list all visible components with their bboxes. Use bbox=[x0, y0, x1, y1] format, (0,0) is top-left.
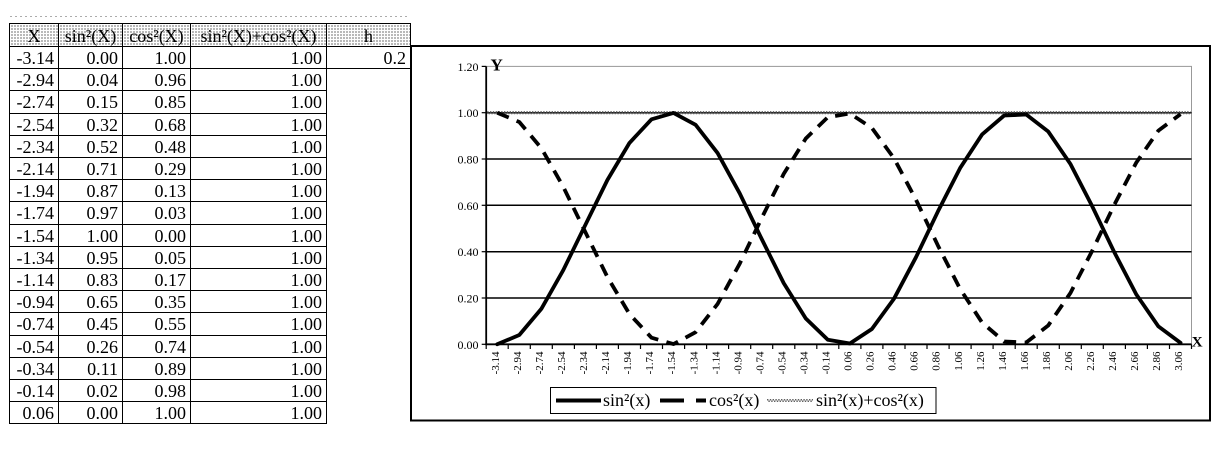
svg-text:-2.14: -2.14 bbox=[600, 351, 612, 374]
svg-text:Y: Y bbox=[491, 56, 503, 75]
svg-text:2.86: 2.86 bbox=[1151, 351, 1163, 371]
svg-text:1.20: 1.20 bbox=[458, 60, 479, 74]
svg-text:-2.94: -2.94 bbox=[512, 351, 524, 374]
svg-text:1.06: 1.06 bbox=[953, 351, 965, 371]
svg-text:1.86: 1.86 bbox=[1041, 351, 1053, 371]
svg-text:3.06: 3.06 bbox=[1173, 351, 1185, 371]
svg-text:-3.14: -3.14 bbox=[490, 351, 502, 374]
svg-text:-0.94: -0.94 bbox=[732, 351, 744, 374]
svg-text:1.66: 1.66 bbox=[1019, 351, 1031, 371]
svg-text:1.00: 1.00 bbox=[458, 106, 479, 120]
svg-text:0.26: 0.26 bbox=[865, 351, 877, 371]
svg-text:0.66: 0.66 bbox=[909, 351, 921, 371]
svg-text:2.26: 2.26 bbox=[1085, 351, 1097, 371]
svg-text:-1.54: -1.54 bbox=[666, 351, 678, 374]
svg-text:0.60: 0.60 bbox=[458, 199, 479, 213]
svg-text:cos²(x): cos²(x) bbox=[709, 390, 759, 411]
svg-text:-2.34: -2.34 bbox=[578, 351, 590, 374]
svg-text:-2.74: -2.74 bbox=[534, 351, 546, 374]
svg-text:-0.74: -0.74 bbox=[754, 351, 766, 374]
svg-text:1.26: 1.26 bbox=[975, 351, 987, 371]
svg-text:2.06: 2.06 bbox=[1063, 351, 1075, 371]
svg-text:-0.14: -0.14 bbox=[821, 351, 833, 374]
svg-text:-1.94: -1.94 bbox=[622, 351, 634, 374]
svg-text:-1.34: -1.34 bbox=[688, 351, 700, 374]
svg-text:0.80: 0.80 bbox=[458, 153, 479, 167]
svg-text:-0.34: -0.34 bbox=[799, 351, 811, 374]
svg-text:0.20: 0.20 bbox=[458, 292, 479, 306]
svg-text:-1.14: -1.14 bbox=[710, 351, 722, 374]
svg-text:0.86: 0.86 bbox=[931, 351, 943, 371]
svg-text:2.66: 2.66 bbox=[1129, 351, 1141, 371]
svg-text:sin²(x)+cos²(x): sin²(x)+cos²(x) bbox=[816, 390, 924, 411]
svg-text:0.00: 0.00 bbox=[458, 338, 479, 352]
svg-text:1.46: 1.46 bbox=[997, 351, 1009, 371]
svg-text:0.40: 0.40 bbox=[458, 245, 479, 259]
svg-text:2.46: 2.46 bbox=[1107, 351, 1119, 371]
svg-text:-1.74: -1.74 bbox=[644, 351, 656, 374]
svg-text:sin²(x): sin²(x) bbox=[603, 390, 650, 411]
svg-text:X: X bbox=[1192, 335, 1203, 351]
svg-text:0.06: 0.06 bbox=[843, 351, 855, 371]
svg-text:0.46: 0.46 bbox=[887, 351, 899, 371]
svg-text:-0.54: -0.54 bbox=[776, 351, 788, 374]
svg-text:-2.54: -2.54 bbox=[556, 351, 568, 374]
